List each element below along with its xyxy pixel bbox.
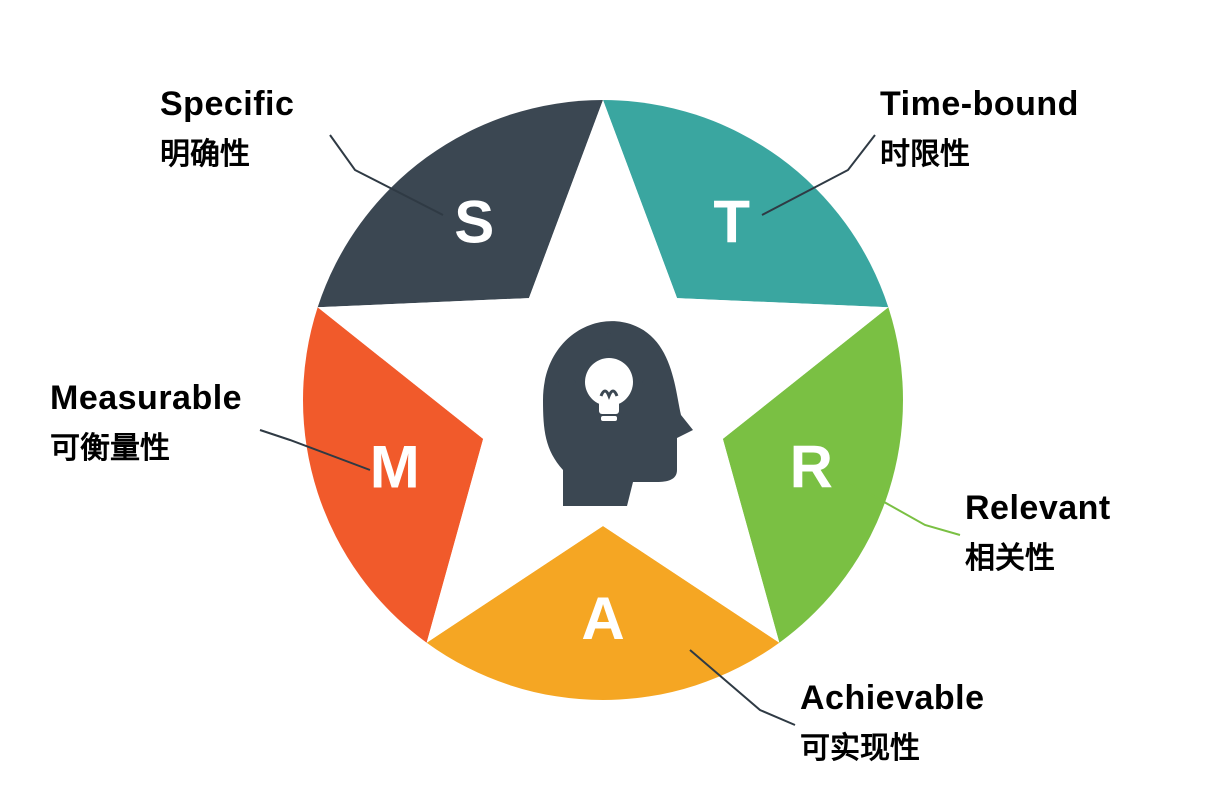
label-R-en: Relevant <box>965 490 1111 527</box>
label-S-zh: 明确性 <box>160 129 294 173</box>
label-T-en: Time-bound <box>880 86 1079 123</box>
label-A: Achievable 可实现性 <box>800 680 985 767</box>
label-M-en: Measurable <box>50 380 242 417</box>
label-R-zh: 相关性 <box>965 533 1111 577</box>
label-M: Measurable 可衡量性 <box>50 380 242 467</box>
label-A-zh: 可实现性 <box>800 723 985 767</box>
label-M-zh: 可衡量性 <box>50 423 242 467</box>
segment-letter-S: S <box>454 189 494 256</box>
label-S-en: Specific <box>160 86 294 123</box>
segment-letter-R: R <box>790 434 833 501</box>
smart-diagram: S T R A M Specific 明确性 Time-bound 时限性 Releva… <box>0 0 1207 799</box>
label-A-en: Achievable <box>800 680 985 717</box>
label-S: Specific 明确性 <box>160 86 294 173</box>
segment-letter-T: T <box>713 189 750 256</box>
label-R: Relevant 相关性 <box>965 490 1111 577</box>
label-T-zh: 时限性 <box>880 129 1079 173</box>
segment-letter-M: M <box>370 434 420 501</box>
segment-letter-A: A <box>581 585 624 652</box>
label-T: Time-bound 时限性 <box>880 86 1079 173</box>
head-lightbulb-icon <box>483 280 723 520</box>
